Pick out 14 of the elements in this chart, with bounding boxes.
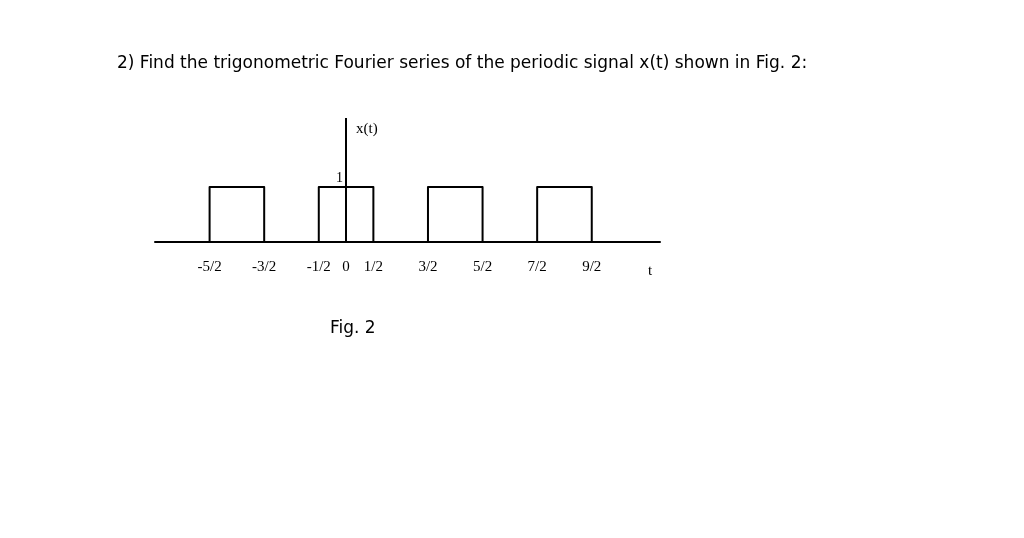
x-tick-label: 3/2 xyxy=(418,257,438,274)
x-tick-label: -5/2 xyxy=(197,257,222,274)
x-tick-label: 0 xyxy=(342,257,350,274)
x-tick-label: 7/2 xyxy=(527,257,547,274)
y-axis-title: x(t) xyxy=(356,119,378,137)
x-tick-label: -1/2 xyxy=(306,257,331,274)
x-tick-label: 1/2 xyxy=(363,257,383,274)
x-tick-label: -3/2 xyxy=(252,257,277,274)
x-tick-label: 9/2 xyxy=(582,257,602,274)
x-axis-title: t xyxy=(648,261,653,278)
annotation: 1 xyxy=(336,170,344,186)
caption: Fig. 2 xyxy=(330,316,376,337)
chart-title: 2) Find the trigonometric Fourier series of the periodic signal x(t) shown in Fig. 2: xyxy=(117,51,808,72)
x-tick-label: 5/2 xyxy=(472,257,493,274)
